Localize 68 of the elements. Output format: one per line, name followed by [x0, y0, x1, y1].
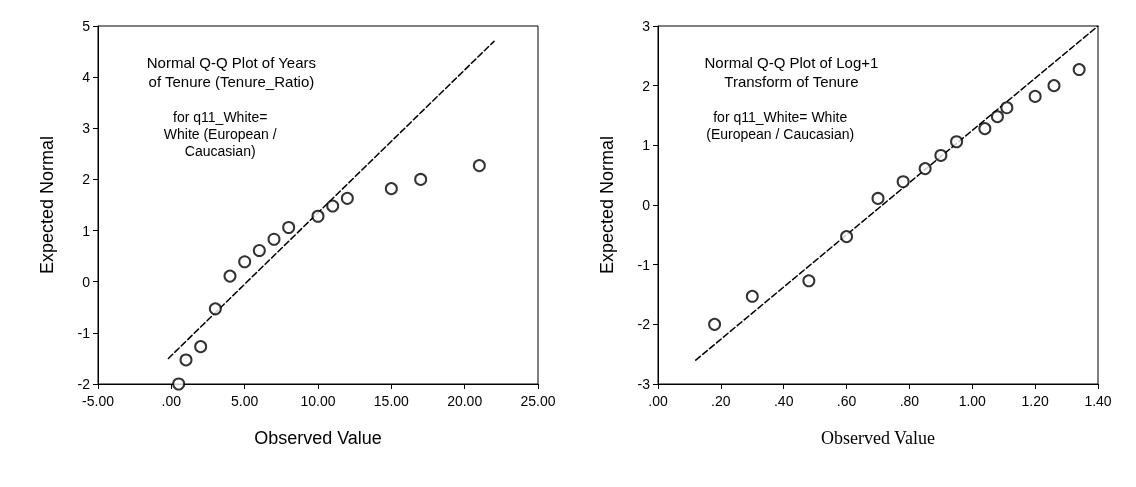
point [745, 289, 759, 303]
y-tick-label: -1 [637, 256, 651, 273]
y-tick-label: -2 [637, 316, 651, 333]
point [252, 244, 266, 258]
point [472, 159, 486, 173]
x-tick-label: 1.40 [1084, 393, 1112, 409]
y-tick-label: 2 [642, 77, 651, 94]
point [311, 209, 325, 223]
x-tick-label: 10.00 [300, 393, 336, 409]
x-axis-title: Observed Value [254, 428, 382, 448]
point [1047, 79, 1061, 93]
x-tick-label: 15.00 [373, 393, 410, 409]
y-tick-label: 3 [642, 18, 651, 34]
point [1028, 89, 1042, 103]
y-tick-label: 1 [642, 137, 651, 154]
x-tick-label: .00 [648, 393, 668, 409]
text: for q11_White= White (European / Caucasian) [163, 108, 277, 159]
point [179, 353, 193, 367]
point [708, 317, 722, 331]
point [1000, 101, 1014, 115]
y-tick-label: 1 [82, 222, 91, 239]
point [414, 172, 428, 186]
point [194, 340, 208, 354]
point [384, 182, 398, 196]
x-tick-label: 5.00 [231, 393, 259, 409]
y-tick-label: 2 [82, 171, 91, 188]
y-axis-title: Expected Normal [37, 135, 57, 275]
point [978, 122, 992, 136]
x-tick-label: 25.00 [520, 393, 556, 409]
y-axis-title: Expected Normal [597, 135, 617, 275]
point [282, 221, 296, 234]
x-tick-label: .60 [836, 393, 857, 409]
text: for q11_White= White (European / Caucasian) [706, 108, 855, 142]
x-tick-label: 1.20 [1021, 393, 1049, 409]
x-tick-label: .40 [773, 393, 794, 409]
point [326, 199, 340, 213]
x-tick-label: -5.00 [82, 393, 115, 409]
point [918, 162, 932, 176]
point [238, 255, 252, 269]
y-tick-label: 0 [82, 273, 91, 290]
point [871, 191, 885, 205]
y-tick-label: 5 [82, 18, 91, 34]
point [950, 135, 964, 149]
point [840, 230, 854, 244]
point [172, 377, 186, 391]
y-tick-label: -2 [77, 376, 91, 392]
y-tick-label: -1 [77, 324, 91, 341]
x-tick-label: 20.00 [447, 393, 483, 409]
x-axis-title: Observed Value [820, 428, 936, 448]
point [223, 269, 237, 283]
text: Normal Q-Q Plot of Years of Tenure (Tenure_Ratio) [146, 54, 317, 90]
point [340, 191, 354, 205]
point [990, 110, 1004, 124]
point [208, 302, 222, 316]
point [896, 175, 910, 189]
x-tick-label: .20 [711, 393, 731, 409]
x-tick-label: 1.00 [958, 393, 987, 409]
y-tick-label: 0 [642, 197, 651, 213]
point [934, 148, 948, 162]
x-tick-label: .00 [161, 393, 182, 409]
point [267, 232, 281, 246]
y-tick-label: 3 [82, 120, 91, 137]
y-tick-label: 4 [82, 69, 91, 86]
text: Normal Q-Q Plot of Log+1 Transform of Tenure [704, 54, 879, 90]
point [1072, 63, 1086, 77]
point [802, 274, 816, 288]
y-tick-label: -3 [637, 376, 651, 392]
x-tick-label: .80 [899, 393, 920, 409]
